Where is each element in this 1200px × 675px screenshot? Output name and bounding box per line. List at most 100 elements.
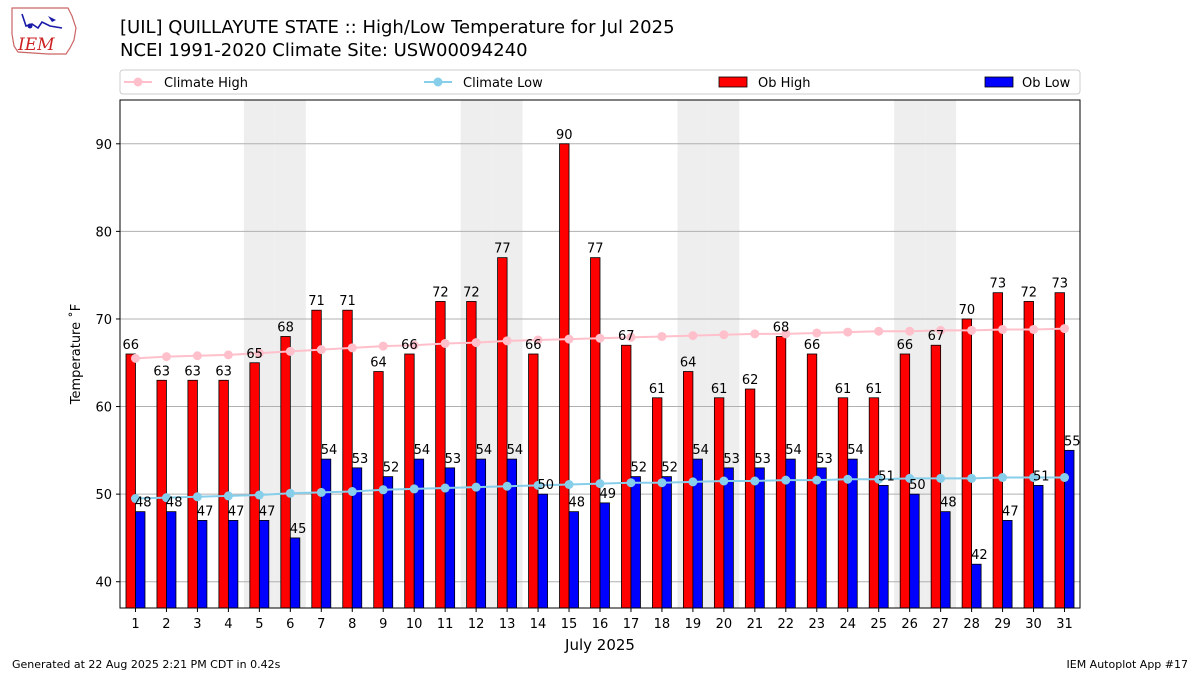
x-tick-label: 2: [162, 617, 170, 632]
climate-high-point: [440, 338, 450, 348]
ob-low-value-label: 54: [414, 443, 431, 458]
ob-high-value-label: 72: [432, 285, 449, 300]
ob-low-bar: [816, 467, 827, 609]
ob-low-value-label: 48: [135, 496, 152, 511]
climate-high-point: [502, 336, 512, 346]
y-tick-label: 90: [95, 138, 112, 153]
ob-low-bar: [1002, 520, 1013, 609]
ob-low-bar: [197, 520, 208, 609]
ob-high-value-label: 61: [711, 382, 728, 397]
ob-low-bar: [723, 467, 734, 609]
ob-low-bar: [227, 520, 239, 609]
climate-high-point: [657, 331, 667, 341]
climate-high-point: [936, 325, 946, 335]
ob-low-bar: [258, 520, 270, 609]
ob-low-value-label: 52: [383, 461, 400, 476]
ob-low-value-label: 48: [569, 496, 586, 511]
ob-high-value-label: 73: [990, 277, 1007, 292]
ob-low-bar: [166, 511, 177, 609]
ob-low-value-label: 51: [1033, 469, 1050, 484]
svg-text:IEM: IEM: [17, 35, 55, 55]
legend-ob-high-swatch: [718, 76, 748, 88]
x-tick-label: 19: [685, 617, 702, 632]
x-tick-label: 1: [131, 617, 139, 632]
climate-low-point: [688, 477, 698, 487]
ob-low-value-label: 54: [847, 443, 864, 458]
ob-low-value-label: 53: [754, 452, 771, 467]
ob-high-value-label: 66: [897, 338, 914, 353]
x-tick-label: 11: [437, 617, 454, 632]
y-tick-label: 60: [95, 401, 112, 416]
ob-low-value-label: 53: [723, 452, 740, 467]
climate-low-point: [967, 473, 977, 483]
climate-high-point: [130, 353, 140, 363]
climate-low-point: [192, 492, 202, 502]
ob-low-value-label: 55: [1064, 434, 1081, 449]
x-tick-label: 5: [255, 617, 263, 632]
climate-high-point: [378, 341, 388, 351]
climate-high-point: [347, 343, 357, 353]
ob-high-value-label: 63: [153, 364, 170, 379]
legend-climate-high-marker: [133, 77, 143, 87]
chart-title: [UIL] QUILLAYUTE STATE :: High/Low Tempe…: [120, 17, 675, 38]
ob-high-value-label: 67: [618, 329, 635, 344]
ob-low-bar: [135, 511, 146, 609]
y-tick-label: 50: [95, 488, 112, 503]
ob-low-bar: [940, 511, 951, 609]
x-tick-label: 15: [561, 617, 578, 632]
ob-low-bar: [289, 537, 301, 609]
ob-high-value-label: 66: [525, 338, 542, 353]
climate-high-point: [688, 331, 698, 341]
climate-high-point: [812, 328, 822, 338]
climate-high-point: [471, 338, 481, 348]
ob-low-bar: [971, 563, 982, 609]
ob-low-value-label: 54: [321, 443, 338, 458]
y-tick-label: 80: [95, 225, 112, 240]
ob-low-bar: [537, 493, 548, 609]
ob-high-bar: [992, 292, 1003, 609]
climate-low-point: [843, 474, 853, 484]
ob-low-value-label: 50: [538, 478, 555, 493]
climate-high-point: [843, 327, 853, 337]
climate-high-point: [998, 324, 1008, 334]
ob-low-bar: [413, 458, 425, 609]
ob-high-value-label: 62: [742, 373, 759, 388]
climate-low-point: [223, 491, 233, 501]
ob-high-value-label: 64: [370, 356, 387, 371]
ob-low-value-label: 48: [940, 496, 957, 511]
generated-timestamp: Generated at 22 Aug 2025 2:21 PM CDT in …: [12, 658, 281, 671]
climate-high-point: [285, 346, 295, 356]
chart-subtitle: NCEI 1991-2020 Climate Site: USW00094240: [120, 40, 528, 61]
x-tick-label: 9: [379, 617, 387, 632]
ob-high-bar: [868, 397, 880, 609]
ob-high-value-label: 66: [804, 338, 821, 353]
legend-box: [119, 69, 1081, 95]
ob-low-value-label: 50: [909, 478, 926, 493]
ob-low-bar: [568, 511, 579, 609]
climate-high-point: [564, 334, 574, 344]
x-tick-label: 7: [317, 617, 325, 632]
legend-climate-low-marker: [433, 77, 443, 87]
ob-high-value-label: 70: [959, 303, 976, 318]
climate-low-point: [316, 487, 326, 497]
climate-high-point: [409, 340, 419, 350]
climate-high-point: [595, 333, 605, 343]
climate-low-point: [347, 487, 357, 497]
ob-high-bar: [497, 257, 508, 609]
ob-high-bar: [961, 318, 973, 609]
climate-high-point: [223, 350, 233, 360]
ob-low-bar: [754, 467, 765, 609]
climate-low-point: [409, 484, 419, 494]
ob-high-value-label: 73: [1051, 277, 1068, 292]
ob-low-bar: [1033, 484, 1044, 609]
ob-low-value-label: 54: [785, 443, 802, 458]
ob-high-value-label: 66: [122, 338, 139, 353]
x-tick-label: 30: [1025, 617, 1042, 632]
climate-low-point: [719, 476, 729, 486]
ob-high-bar: [125, 353, 136, 609]
x-tick-label: 29: [994, 617, 1011, 632]
ob-high-value-label: 72: [463, 285, 480, 300]
ob-low-value-label: 45: [290, 522, 307, 537]
x-tick-label: 6: [286, 617, 294, 632]
